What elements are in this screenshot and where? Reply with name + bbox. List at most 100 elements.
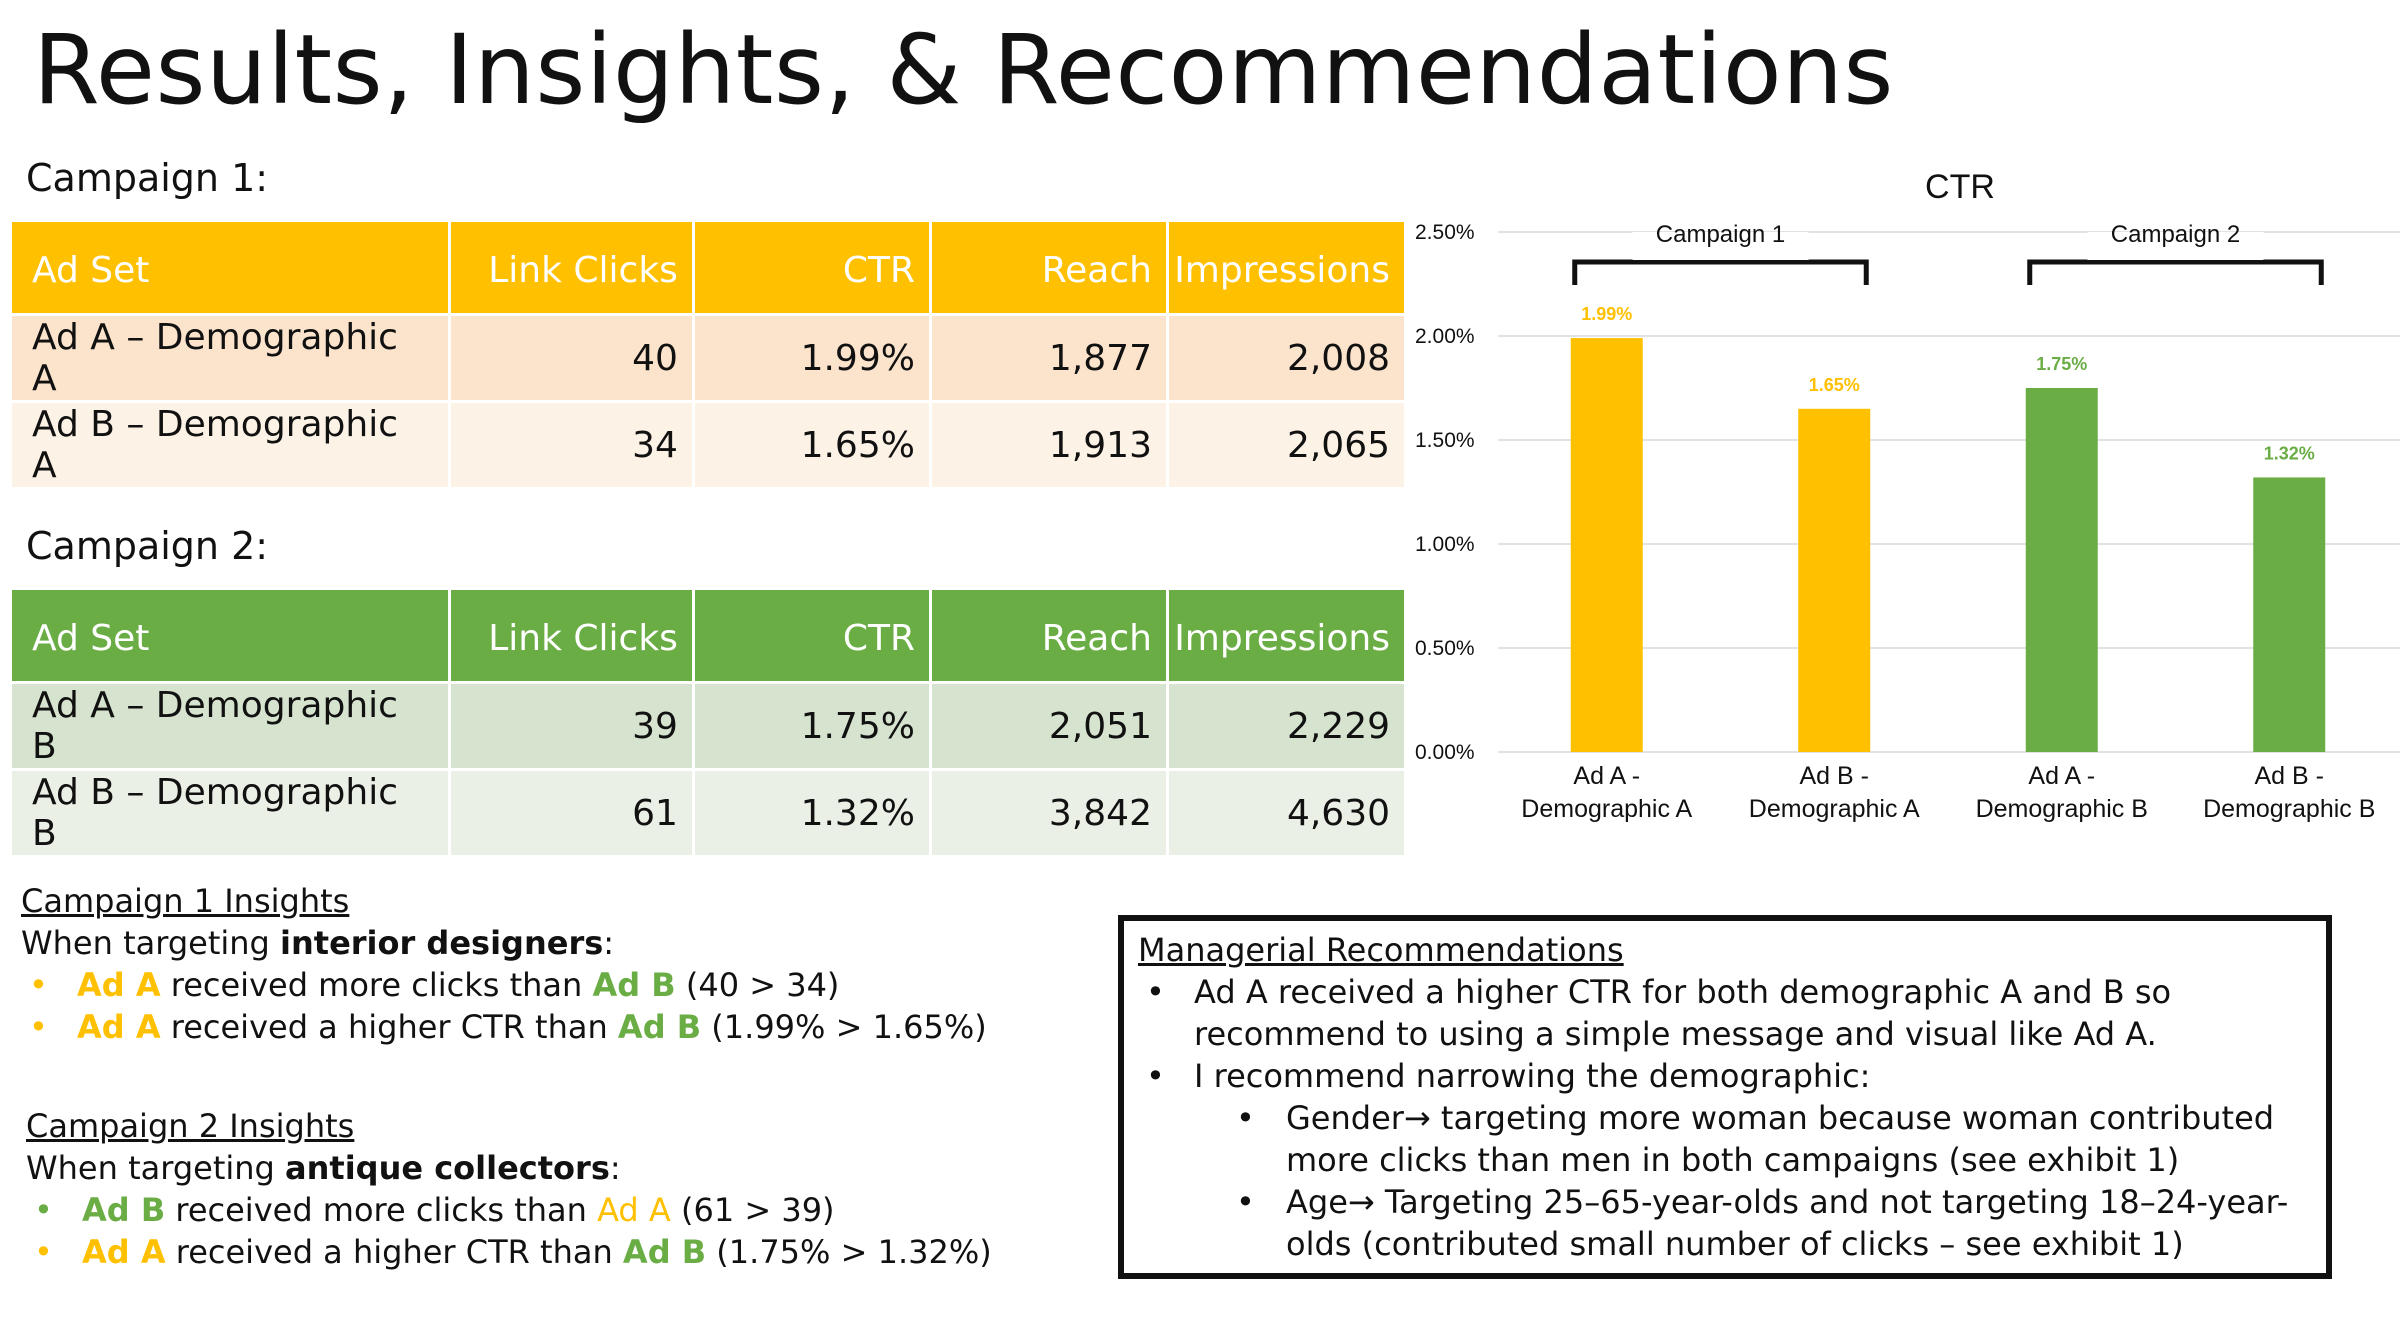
table-cell: 2,229 [1168, 681, 1404, 768]
col-header-reach: Reach [931, 590, 1166, 681]
ctr-bar-chart: CTR 0.00% 0.50% 1.00% 1.50% 2.00% 2.50% 1.99% Ad… [1415, 168, 2400, 823]
x-tick-label: Demographic A [1749, 795, 1920, 823]
table-header-row: Ad Set Link Clicks CTR Reach Impressions [12, 590, 1404, 681]
col-header-impressions: Impressions [1168, 590, 1404, 681]
col-header-ctr: CTR [694, 590, 929, 681]
bullet-icon: • [34, 1191, 53, 1229]
col-header-link-clicks: Link Clicks [450, 222, 692, 313]
campaign2-label: Campaign 2: [26, 524, 269, 568]
intro-colon: : [603, 924, 615, 962]
table-row: Ad B – Demographic A 34 1.65% 1,913 2,06… [12, 400, 1404, 487]
table-cell: 1.32% [694, 768, 929, 855]
bullet-icon: • [1146, 1057, 1165, 1095]
x-tick-label: Ad B - [1800, 762, 1869, 790]
table-cell: 39 [450, 681, 692, 768]
recommendation-subitem: • Age→ Targeting 25–65-year-olds and not… [1138, 1181, 2312, 1265]
group-label: Campaign 1 [1656, 221, 1785, 248]
bullet-icon: • [1236, 1183, 1255, 1221]
insight-text: received a higher CTR than [160, 1008, 618, 1046]
data-label: 1.65% [1809, 375, 1860, 395]
recommendation-item: • I recommend narrowing the demographic: [1138, 1055, 2312, 1097]
y-tick-label: 0.00% [1415, 741, 1475, 764]
col-header-ctr: CTR [694, 222, 929, 313]
col-header-ad-set: Ad Set [12, 590, 448, 681]
bar [1798, 408, 1871, 752]
table-cell: 3,842 [931, 768, 1166, 855]
y-tick-label: 2.50% [1415, 221, 1475, 244]
bullet-icon: • [34, 1233, 53, 1271]
group-label-bg [1632, 232, 1809, 260]
group-bracket [2027, 259, 2324, 285]
recommendation-line: more clicks than men in both campaigns (… [1286, 1141, 2180, 1179]
recommendations-heading: Managerial Recommendations [1138, 931, 1624, 969]
x-tick-label: Ad A - [1573, 762, 1640, 790]
data-label: 1.32% [2264, 443, 2315, 463]
recommendations-box: Managerial Recommendations • Ad A receiv… [1118, 915, 2332, 1279]
bullet-icon: • [1236, 1099, 1255, 1137]
campaign2-insights: Campaign 2 Insights When targeting antiq… [26, 1105, 992, 1273]
ad-name: Ad A [82, 1233, 166, 1271]
insight-bullet: • Ad A received more clicks than Ad B (40… [21, 964, 987, 1006]
audience-name: antique collectors [285, 1149, 610, 1187]
insight-text: received more clicks than [165, 1191, 598, 1229]
ad-name: Ad A [597, 1191, 671, 1229]
table-cell: 40 [450, 313, 692, 400]
insight-bullet: • Ad A received a higher CTR than Ad B (1… [21, 1006, 987, 1048]
group-label-bg [2087, 232, 2264, 260]
table-cell: 4,630 [1168, 768, 1404, 855]
col-header-reach: Reach [931, 222, 1166, 313]
table-cell: 2,008 [1168, 313, 1404, 400]
recommendation-line: olds (contributed small number of clicks… [1286, 1225, 2184, 1263]
ad-name: Ad A [77, 1008, 161, 1046]
campaign1-insights: Campaign 1 Insights When targeting inter… [21, 880, 987, 1048]
table-cell: Ad B – Demographic A [12, 400, 448, 487]
group-label: Campaign 2 [2111, 221, 2240, 248]
table-cell: 2,065 [1168, 400, 1404, 487]
ad-name: Ad B [617, 1008, 702, 1046]
recommendation-line: I recommend narrowing the demographic: [1194, 1057, 1871, 1095]
bar [2253, 477, 2326, 752]
insight-values: (1.75% > 1.32%) [706, 1233, 992, 1271]
bar [1570, 338, 1643, 752]
intro-text: When targeting [21, 924, 281, 962]
table-cell: Ad B – Demographic B [12, 768, 448, 855]
insight-values: (61 > 39) [670, 1191, 835, 1229]
insight-text: received a higher CTR than [165, 1233, 623, 1271]
table-cell: Ad A – Demographic B [12, 681, 448, 768]
x-tick-label: Demographic A [1521, 795, 1692, 823]
y-tick-label: 0.50% [1415, 637, 1475, 660]
insight-bullet: • Ad A received a higher CTR than Ad B (1… [26, 1231, 992, 1273]
insights-heading: Campaign 1 Insights [21, 882, 350, 920]
col-header-ad-set: Ad Set [12, 222, 448, 313]
data-label: 1.99% [1581, 304, 1632, 324]
table-row: Ad A – Demographic B 39 1.75% 2,051 2,22… [12, 681, 1404, 768]
x-tick-label: Demographic B [2203, 795, 2375, 823]
table-row: Ad A – Demographic A 40 1.99% 1,877 2,00… [12, 313, 1404, 400]
y-tick-label: 1.00% [1415, 533, 1475, 556]
y-tick-label: 2.00% [1415, 325, 1475, 348]
insight-bullet: • Ad B received more clicks than Ad A (61… [26, 1189, 992, 1231]
intro-text: When targeting [26, 1149, 286, 1187]
group-bracket [1572, 259, 1869, 285]
col-header-impressions: Impressions [1168, 222, 1404, 313]
table-cell: 1.75% [694, 681, 929, 768]
recommendation-line: Age→ Targeting 25–65-year-olds and not t… [1286, 1183, 2289, 1221]
ad-name: Ad B [82, 1191, 166, 1229]
recommendation-line: recommend to using a simple message and … [1194, 1015, 2157, 1053]
bullet-icon: • [29, 966, 48, 1004]
chart-title: CTR [1925, 168, 1995, 206]
ad-name: Ad B [592, 966, 676, 1004]
audience-name: interior designers [280, 924, 604, 962]
y-tick-label: 1.50% [1415, 429, 1475, 452]
campaign1-table: Ad Set Link Clicks CTR Reach Impressions… [9, 222, 1407, 487]
insights-intro: When targeting antique collectors: [26, 1147, 992, 1189]
campaign1-label: Campaign 1: [26, 156, 269, 200]
x-tick-label: Ad A - [2028, 762, 2095, 790]
table-header-row: Ad Set Link Clicks CTR Reach Impressions [12, 222, 1404, 313]
recommendation-subitem: • Gender→ targeting more woman because w… [1138, 1097, 2312, 1181]
x-tick-label: Ad B - [2255, 762, 2324, 790]
col-header-link-clicks: Link Clicks [450, 590, 692, 681]
x-tick-label: Demographic B [1976, 795, 2148, 823]
table-cell: 1,913 [931, 400, 1166, 487]
page-title: Results, Insights, & Recommendations [33, 14, 1894, 126]
